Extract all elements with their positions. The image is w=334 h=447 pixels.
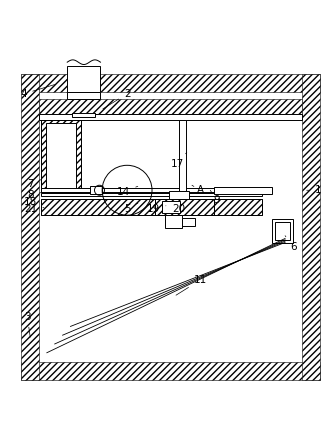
- Bar: [272, 219, 293, 244]
- Bar: [169, 191, 189, 199]
- Text: 20: 20: [172, 203, 185, 214]
- Text: 11: 11: [176, 275, 207, 295]
- Bar: [39, 99, 302, 114]
- Bar: [67, 92, 101, 99]
- Text: 2: 2: [103, 89, 130, 109]
- Bar: [41, 199, 262, 215]
- Text: 19: 19: [147, 203, 166, 214]
- Text: A: A: [192, 185, 204, 195]
- Bar: [41, 120, 80, 192]
- Text: 5: 5: [124, 203, 138, 214]
- Bar: [91, 186, 102, 194]
- Bar: [165, 215, 182, 228]
- Bar: [302, 74, 320, 380]
- Bar: [21, 74, 39, 380]
- Bar: [39, 114, 302, 120]
- Text: 17: 17: [170, 152, 187, 169]
- Bar: [41, 199, 262, 215]
- Bar: [179, 120, 186, 191]
- Bar: [182, 218, 195, 226]
- Bar: [72, 113, 96, 117]
- Bar: [275, 222, 290, 240]
- Text: 8: 8: [27, 190, 41, 200]
- Text: 18: 18: [24, 197, 44, 207]
- Text: 4: 4: [21, 84, 54, 99]
- Bar: [155, 199, 213, 215]
- Bar: [41, 188, 262, 192]
- Text: 3: 3: [24, 312, 31, 337]
- Bar: [41, 120, 80, 192]
- Text: 14: 14: [117, 186, 138, 197]
- Bar: [67, 66, 101, 92]
- Text: 9: 9: [210, 190, 220, 205]
- Text: 7: 7: [27, 179, 41, 189]
- Text: 6: 6: [285, 236, 297, 252]
- Bar: [21, 362, 320, 380]
- Bar: [21, 74, 320, 92]
- Bar: [213, 187, 272, 194]
- Bar: [155, 199, 213, 215]
- Text: 1: 1: [307, 185, 322, 195]
- Text: 21: 21: [24, 203, 44, 214]
- Bar: [46, 123, 75, 189]
- Bar: [41, 193, 262, 196]
- Bar: [162, 202, 180, 213]
